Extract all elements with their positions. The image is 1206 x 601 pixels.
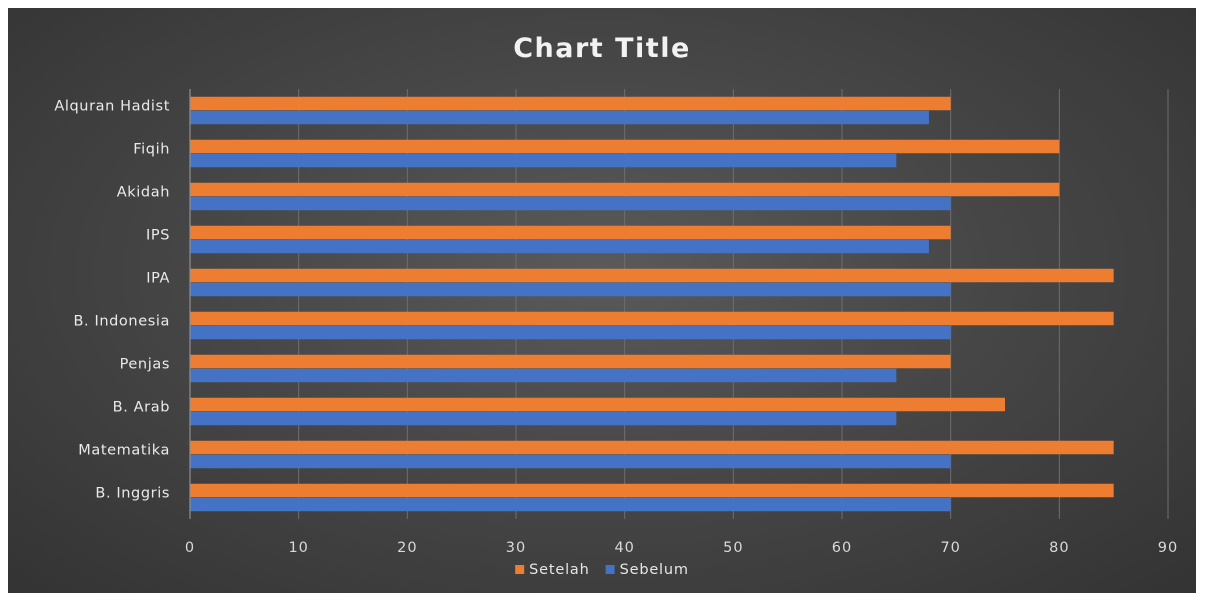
x-tick-label: 30 bbox=[506, 540, 526, 556]
bar-sebelum bbox=[190, 411, 897, 426]
x-tick-label: 90 bbox=[1158, 540, 1178, 556]
bar-sebelum bbox=[190, 454, 951, 469]
category-label: IPS bbox=[146, 228, 170, 244]
legend-label-sebelum: Sebelum bbox=[620, 562, 689, 578]
x-tick-label: 70 bbox=[940, 540, 960, 556]
category-label: Penjas bbox=[120, 357, 170, 373]
category-label: Matematika bbox=[78, 443, 170, 459]
bar-setelah bbox=[190, 268, 1114, 283]
x-tick-label: 60 bbox=[832, 540, 852, 556]
gridlines bbox=[298, 89, 1169, 519]
legend-swatch-sebelum bbox=[605, 565, 615, 574]
bar-sebelum bbox=[190, 497, 951, 512]
bar-setelah bbox=[190, 483, 1114, 498]
category-label: IPA bbox=[146, 271, 170, 287]
bars bbox=[190, 96, 1114, 512]
bar-sebelum bbox=[190, 282, 951, 297]
legend-label-setelah: Setelah bbox=[529, 562, 589, 578]
axes: 0 10 20 30 40 50 60 70 80 90 Alquran Hadist Fiqih Ak… bbox=[54, 89, 1178, 556]
x-tick-label: 50 bbox=[723, 540, 743, 556]
category-label: Akidah bbox=[117, 185, 170, 201]
x-tick-label: 40 bbox=[614, 540, 634, 556]
bar-chart: Chart Title 0 10 20 30 40 50 60 70 80 90 Alquran H… bbox=[54, 33, 1178, 578]
category-label: Fiqih bbox=[133, 142, 170, 158]
bar-setelah bbox=[190, 354, 951, 369]
bar-setelah bbox=[190, 440, 1114, 455]
legend: Setelah Sebelum bbox=[515, 562, 689, 578]
chart-area: Chart Title 0 10 20 30 40 50 60 70 80 90 Alquran H… bbox=[8, 8, 1196, 593]
bar-setelah bbox=[190, 96, 951, 111]
bar-setelah bbox=[190, 225, 951, 240]
bar-sebelum bbox=[190, 110, 929, 125]
legend-swatch-setelah bbox=[515, 565, 525, 574]
category-label: B. Arab bbox=[113, 400, 170, 416]
x-tick-label: 80 bbox=[1049, 540, 1069, 556]
bar-setelah bbox=[190, 182, 1060, 197]
bar-sebelum bbox=[190, 153, 897, 168]
chart-title: Chart Title bbox=[513, 33, 691, 64]
category-label: Alquran Hadist bbox=[54, 99, 170, 115]
bar-setelah bbox=[190, 397, 1005, 412]
bar-sebelum bbox=[190, 196, 951, 211]
bar-sebelum bbox=[190, 368, 897, 383]
bar-sebelum bbox=[190, 239, 929, 254]
bar-setelah bbox=[190, 139, 1060, 154]
category-label: B. Indonesia bbox=[74, 314, 171, 330]
bar-sebelum bbox=[190, 325, 951, 340]
bar-setelah bbox=[190, 311, 1114, 326]
x-tick-label: 20 bbox=[397, 540, 417, 556]
x-tick-label: 10 bbox=[288, 540, 308, 556]
x-tick-label: 0 bbox=[185, 540, 195, 556]
category-label: B. Inggris bbox=[95, 486, 170, 502]
